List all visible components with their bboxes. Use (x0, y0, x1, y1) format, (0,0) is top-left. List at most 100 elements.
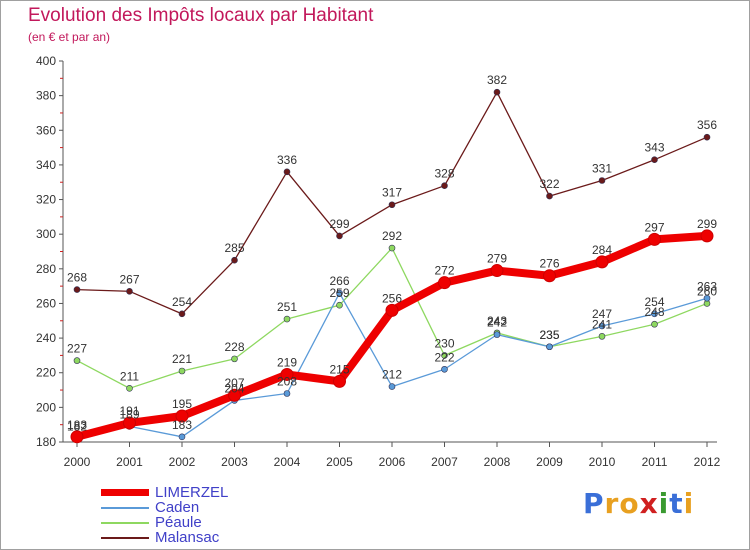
data-point (70, 430, 84, 444)
y-tick-label: 240 (36, 331, 56, 345)
data-label: 204 (224, 381, 244, 395)
data-point (178, 310, 186, 318)
y-tick-label: 340 (36, 158, 56, 172)
data-point (333, 374, 346, 388)
data-label: 251 (277, 300, 297, 314)
data-point (231, 256, 238, 264)
proxiti-logo: Proxiti (583, 487, 694, 520)
data-label: 284 (592, 243, 612, 257)
legend-item: Caden (101, 499, 341, 516)
data-label: 230 (434, 336, 454, 350)
legend: LIMERZEL Caden Péaule Malansac (101, 484, 341, 546)
y-tick-label: 320 (36, 193, 56, 207)
x-tick-label: 2001 (116, 455, 143, 469)
data-point (283, 315, 291, 323)
data-label: 299 (329, 217, 349, 231)
data-label: 219 (277, 355, 297, 369)
data-label: 260 (697, 284, 717, 298)
legend-item: Malansac (101, 529, 341, 546)
data-point (388, 244, 396, 252)
data-label: 183 (67, 418, 87, 432)
legend-swatch (101, 489, 149, 496)
data-label: 297 (644, 220, 664, 234)
data-point (651, 320, 658, 328)
data-point (175, 409, 189, 423)
y-tick-label: 260 (36, 296, 56, 310)
data-label: 328 (434, 167, 454, 181)
y-tick-label: 280 (36, 262, 56, 276)
data-point (178, 367, 186, 375)
data-point (700, 229, 714, 243)
data-label: 285 (224, 241, 244, 255)
data-point (703, 133, 711, 141)
data-label: 195 (172, 397, 192, 411)
chart-title: Evolution des Impôts locaux par Habitant (28, 5, 374, 26)
x-tick-label: 2009 (536, 455, 563, 469)
y-tick-label: 380 (36, 89, 56, 103)
data-point (388, 383, 396, 390)
data-point (231, 355, 238, 363)
logo-letter: i (683, 487, 695, 520)
data-point (598, 322, 606, 330)
logo-letter: P (583, 487, 605, 520)
data-point (598, 177, 606, 184)
legend-swatch (101, 522, 149, 524)
data-label: 228 (224, 340, 244, 354)
data-label: 356 (697, 118, 717, 132)
data-label: 331 (592, 161, 612, 175)
data-label: 222 (434, 350, 454, 364)
x-tick-label: 2012 (694, 455, 721, 469)
data-label: 382 (487, 73, 507, 87)
data-point (546, 343, 553, 351)
data-label: 279 (487, 252, 507, 266)
data-label: 317 (382, 186, 402, 200)
data-point (595, 255, 609, 269)
x-tick-label: 2011 (642, 455, 668, 469)
data-point (280, 367, 294, 381)
data-point (283, 390, 291, 397)
data-label: 182 (67, 420, 87, 434)
legend-item: Péaule (101, 514, 341, 531)
data-point (648, 232, 661, 246)
data-label: 267 (119, 272, 139, 286)
data-label: 292 (382, 229, 402, 243)
data-label: 221 (172, 352, 192, 366)
data-label: 336 (277, 153, 297, 167)
data-point (126, 288, 133, 295)
data-label: 247 (592, 307, 612, 321)
x-tick-label: 2007 (431, 455, 458, 469)
data-point (651, 310, 658, 318)
legend-label: Péaule (155, 514, 202, 531)
logo-letter: t (669, 487, 684, 520)
data-label: 191 (119, 404, 139, 418)
data-label: 242 (487, 316, 507, 330)
data-label: 183 (172, 418, 192, 432)
data-label: 189 (119, 407, 139, 421)
x-tick-label: 2002 (169, 455, 196, 469)
legend-item: LIMERZEL (101, 484, 341, 501)
y-tick-label: 220 (36, 366, 56, 380)
data-label: 299 (697, 217, 717, 231)
legend-swatch (101, 537, 149, 539)
logo-letter: o (619, 487, 640, 520)
data-point (651, 156, 658, 164)
data-point (126, 385, 133, 392)
data-point (228, 388, 241, 402)
legend-label: Malansac (155, 529, 220, 546)
data-label: 266 (329, 274, 349, 288)
data-label: 343 (644, 141, 664, 155)
logo-letter: x (639, 487, 659, 520)
legend-label: LIMERZEL (155, 484, 229, 501)
data-label: 254 (644, 295, 664, 309)
x-tick-label: 2004 (274, 455, 301, 469)
data-point (490, 264, 504, 278)
data-label: 268 (67, 271, 87, 285)
logo-letter: r (604, 487, 620, 520)
data-label: 263 (697, 279, 717, 293)
data-label: 256 (382, 291, 402, 305)
x-tick-label: 2006 (379, 455, 406, 469)
data-point (493, 88, 501, 96)
data-point (493, 331, 501, 338)
x-tick-label: 2000 (64, 455, 91, 469)
